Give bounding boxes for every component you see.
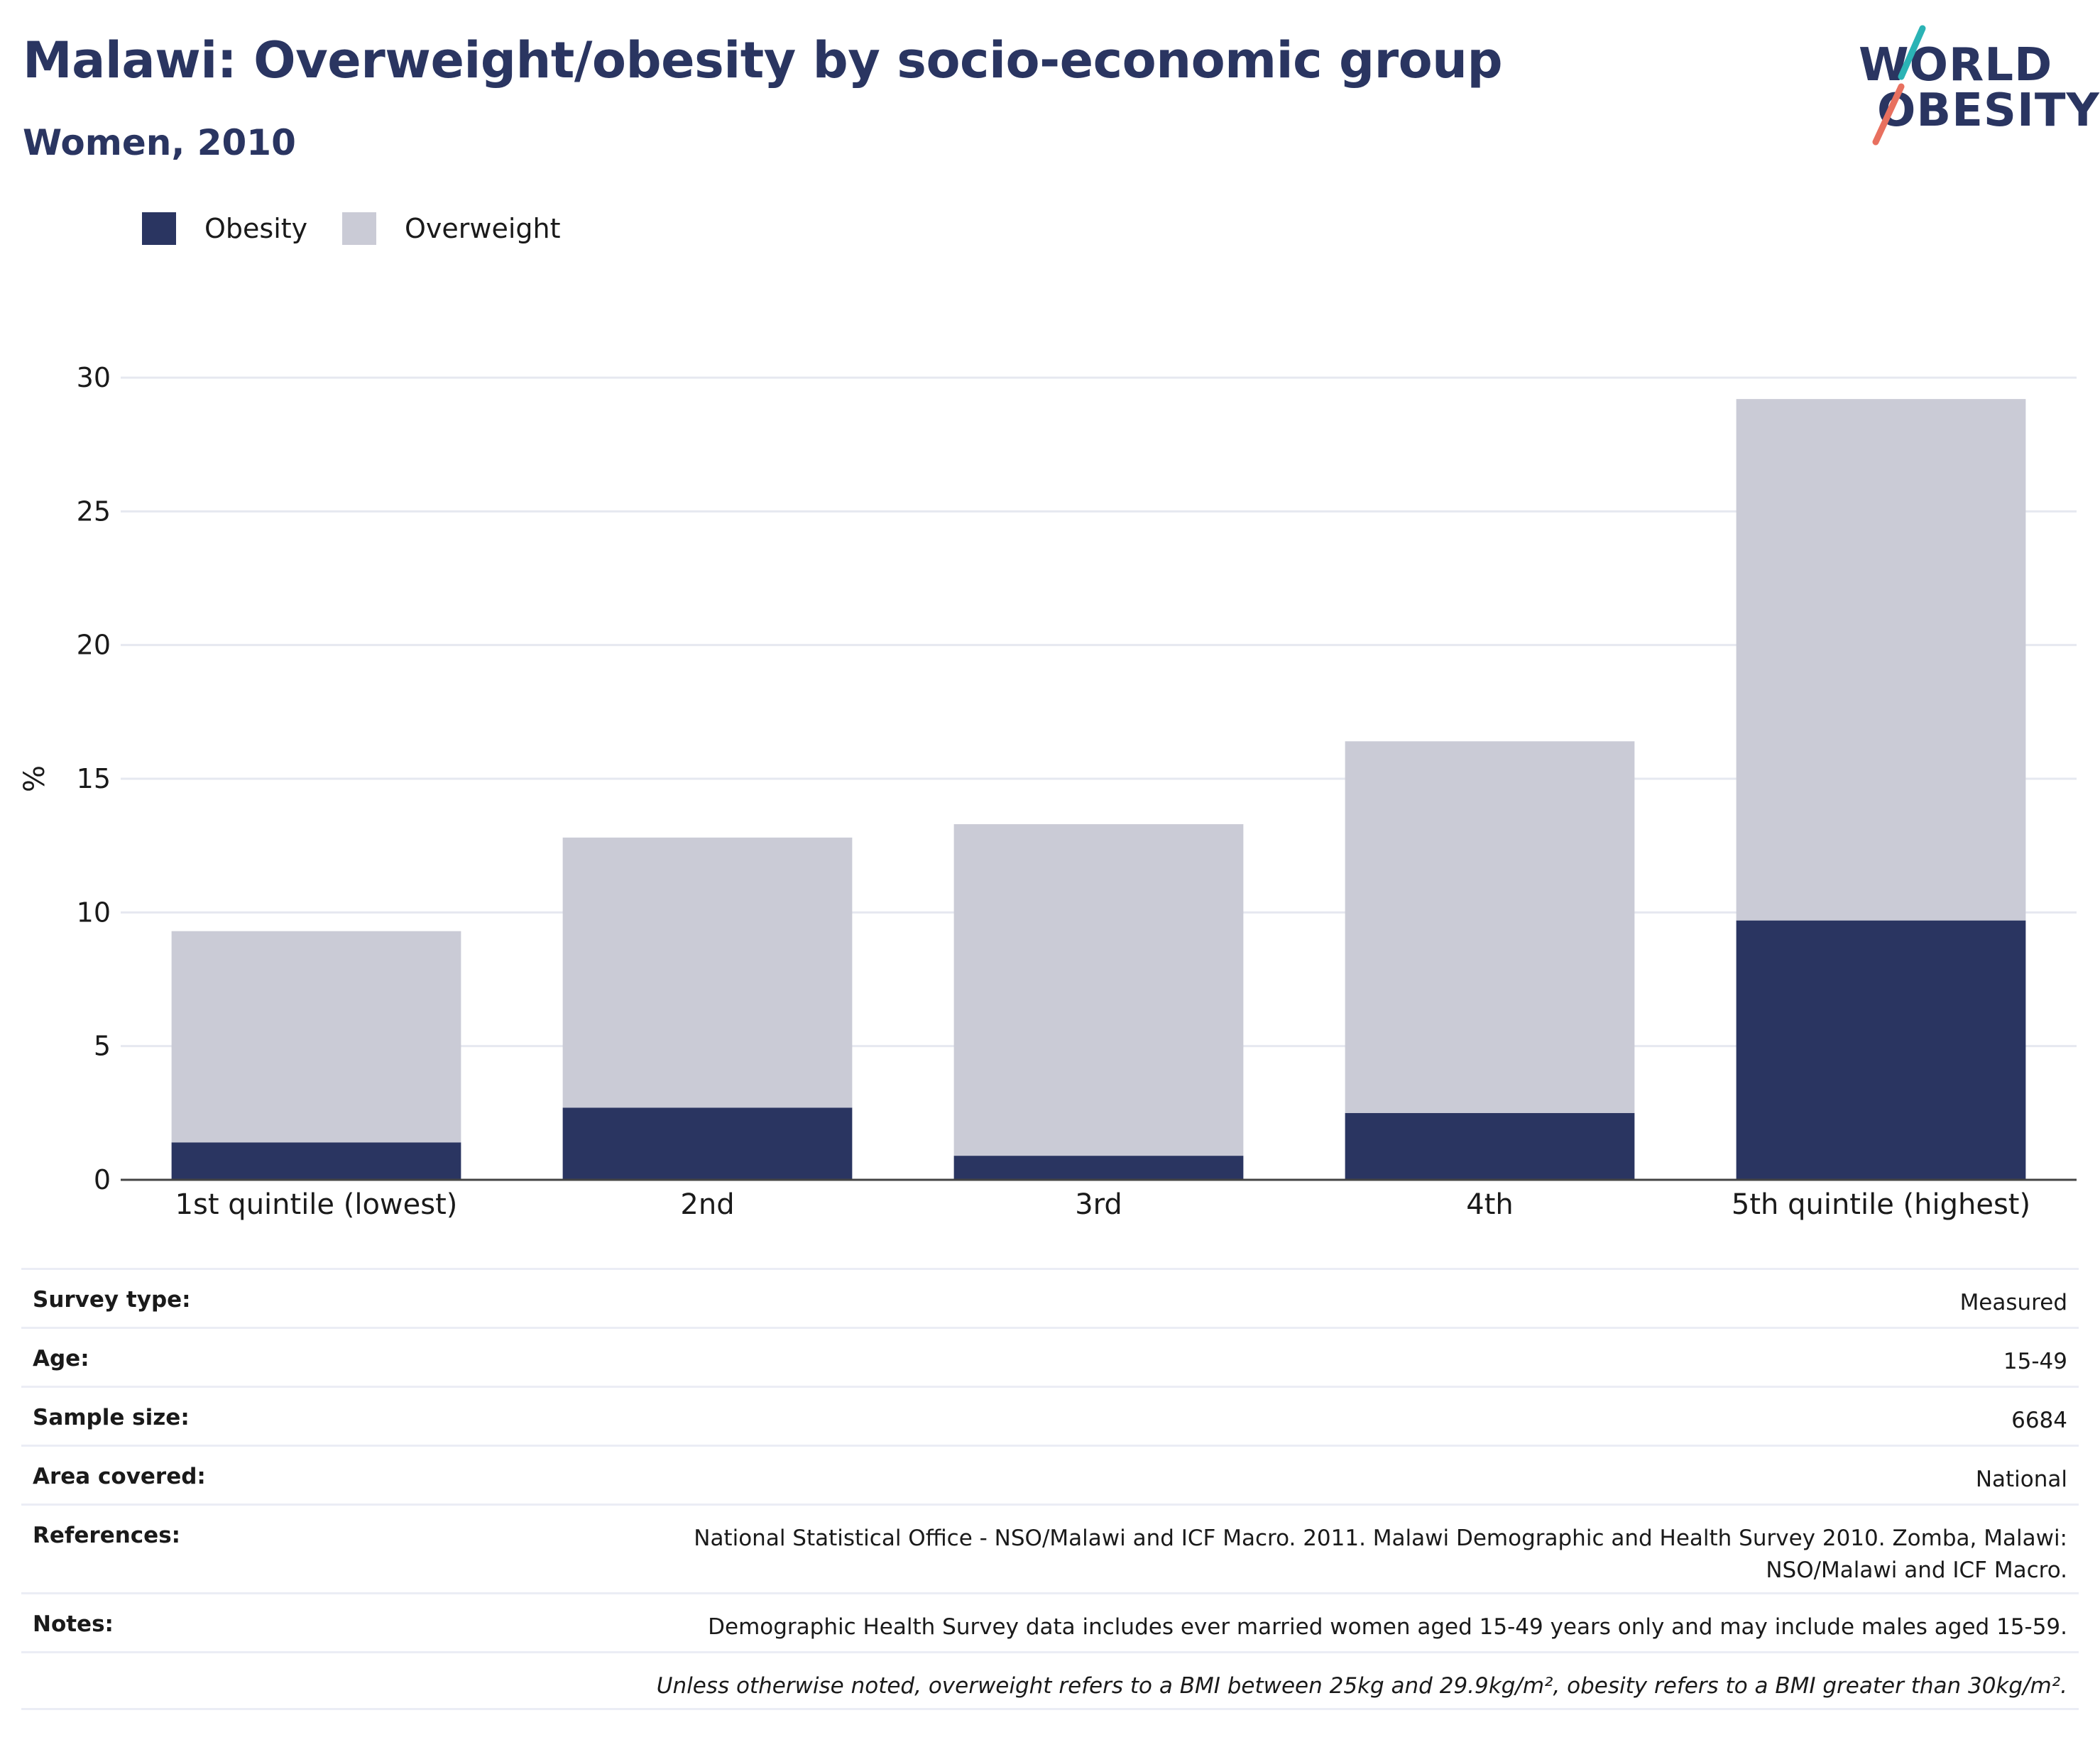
x-tick-label: 2nd [680,1188,734,1221]
info-label: Area covered: [33,1464,206,1489]
info-row-survey-type: Survey type: Measured [21,1268,2079,1327]
chart-title: Malawi: Overweight/obesity by socio-econ… [23,31,1503,89]
y-axis-title: % [18,765,51,792]
legend-label-obesity: Obesity [204,213,308,244]
bar-overweight [1736,399,2026,921]
info-value: 15-49 [2003,1349,2067,1374]
y-tick-label: 30 [77,362,111,393]
x-tick-label: 4th [1466,1188,1513,1221]
stacked-bar-chart: 0 5 10 15 20 25 30% 1st quintile (lowest) 2nd 3rd… [18,362,2077,1221]
info-value: Demographic Health Survey data includes … [708,1614,2067,1640]
info-label: Sample size: [33,1405,190,1430]
info-value: National [1975,1467,2067,1492]
y-tick-label: 15 [77,763,111,794]
info-row-sample-size: Sample size: 6684 [21,1386,2079,1445]
legend-swatch-obesity [142,212,176,245]
y-tick-label: 20 [77,630,111,661]
info-label: Notes: [33,1611,114,1637]
world-obesity-logo: WORLD OBESITY [1846,21,2099,149]
info-row-notes: Notes: Demographic Health Survey data in… [21,1592,2079,1651]
legend-item-obesity: Obesity [142,210,307,247]
bar-overweight [1345,741,1635,1113]
chart-subtitle: Women, 2010 [23,122,296,163]
logo-word-obesity: OBESITY [1877,84,2100,137]
bar-overweight [562,837,853,1108]
info-label: Survey type: [33,1287,191,1313]
info-value: 6684 [2011,1408,2067,1433]
info-row-references: References: National Statistical Office … [21,1504,2079,1592]
info-value: Measured [1959,1290,2067,1315]
info-value: National Statistical Office - NSO/Malawi… [694,1526,2067,1583]
bar-overweight [953,824,1244,1156]
y-tick-label: 0 [94,1164,111,1195]
legend-label-overweight: Overweight [405,213,561,244]
info-label: References: [33,1523,181,1548]
y-tick-label: 10 [77,897,111,928]
table-bottom-rule [21,1708,2079,1710]
logo-word-world: WORLD [1859,39,2053,92]
bar-overweight [171,931,461,1143]
bar-obesity [1736,920,2026,1180]
bar-obesity [1345,1112,1635,1180]
y-tick-label: 25 [77,495,111,527]
legend-item-overweight: Overweight [342,210,561,247]
x-tick-label: 5th quintile (highest) [1732,1188,2030,1221]
legend-swatch-overweight [342,212,376,245]
footnote-text: Unless otherwise noted, overweight refer… [656,1673,2067,1699]
info-label: Age: [33,1346,89,1371]
x-tick-label: 1st quintile (lowest) [175,1188,458,1221]
logo-slash-icon [1872,25,1926,146]
info-row-area-covered: Area covered: National [21,1445,2079,1504]
info-row-footnote: Unless otherwise noted, overweight refer… [21,1651,2079,1708]
survey-info-table: Survey type: Measured Age: 15-49 Sample … [21,1268,2079,1710]
bar-obesity [953,1156,1244,1180]
bar-obesity [171,1142,461,1180]
y-tick-label: 5 [94,1031,111,1062]
bar-obesity [562,1107,853,1180]
info-row-age: Age: 15-49 [21,1327,2079,1386]
x-tick-label: 3rd [1075,1188,1122,1221]
